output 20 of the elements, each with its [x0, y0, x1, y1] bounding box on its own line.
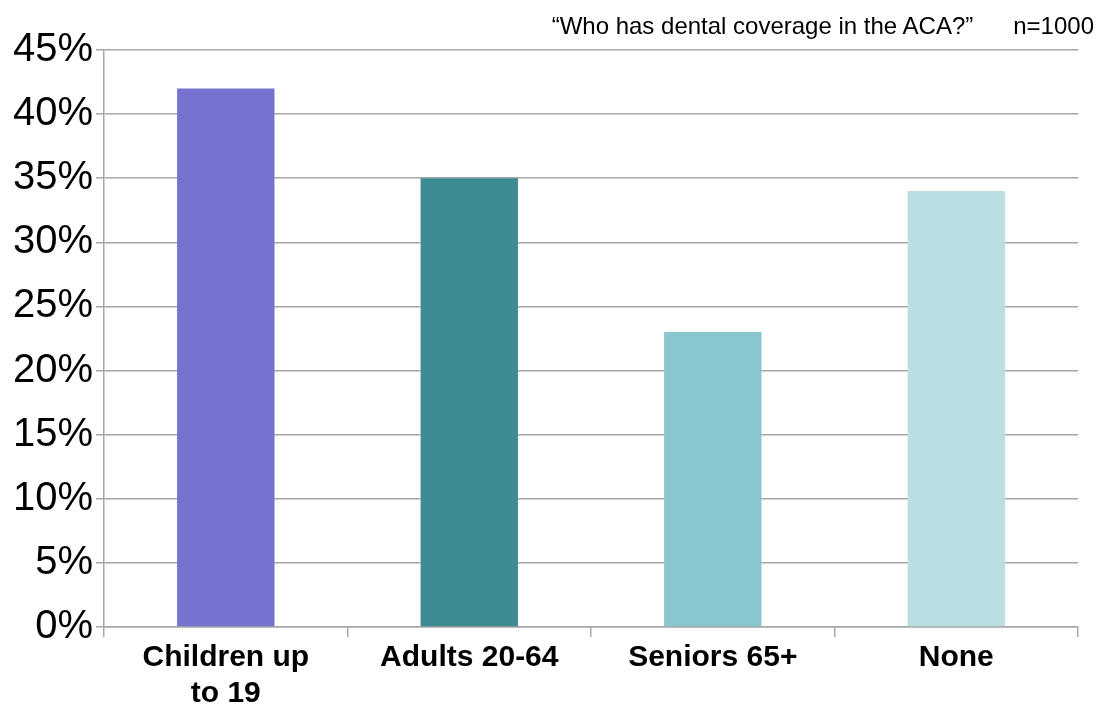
- y-tick-label: 5%: [35, 537, 94, 582]
- text: n=1000: [1013, 12, 1094, 40]
- y-tick-label: 20%: [13, 345, 94, 390]
- x-tick-label: Seniors 65+: [628, 639, 798, 673]
- y-tick-label: 0%: [35, 602, 94, 647]
- bar: [420, 178, 518, 627]
- x-tick-label: None: [918, 639, 994, 673]
- x-tick-label: Children up to 19: [142, 639, 310, 709]
- bar: [664, 332, 762, 627]
- y-tick-label: 45%: [13, 25, 94, 70]
- bar: [907, 191, 1005, 627]
- chart-title: “Who has dental coverage in the ACA?”: [551, 12, 974, 40]
- y-tick-label: 30%: [13, 217, 94, 262]
- bar: [177, 88, 275, 627]
- y-tick-label: 25%: [13, 281, 94, 326]
- y-tick-label: 15%: [13, 409, 94, 454]
- x-tick-label: Adults 20-64: [380, 639, 559, 673]
- y-tick-label: 35%: [13, 153, 94, 198]
- y-tick-label: 40%: [13, 89, 94, 134]
- y-tick-label: 10%: [13, 473, 94, 518]
